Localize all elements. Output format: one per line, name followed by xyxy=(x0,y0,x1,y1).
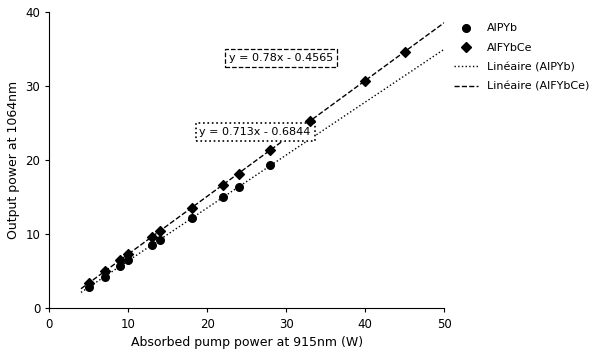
Text: y = 0.713x - 0.6844: y = 0.713x - 0.6844 xyxy=(199,127,311,137)
Point xyxy=(361,78,370,84)
Point xyxy=(219,194,228,200)
Point xyxy=(147,234,157,240)
Point xyxy=(155,237,165,242)
X-axis label: Absorbed pump power at 915nm (W): Absorbed pump power at 915nm (W) xyxy=(131,336,363,349)
Point xyxy=(147,242,157,247)
Point xyxy=(116,263,125,269)
Point xyxy=(266,147,275,153)
Point xyxy=(124,251,133,256)
Point xyxy=(187,215,196,221)
Text: y = 0.78x - 0.4565: y = 0.78x - 0.4565 xyxy=(229,53,333,63)
Point xyxy=(84,284,94,290)
Point xyxy=(124,257,133,263)
Legend: AlPYb, AlFYbCe, Linéaire (AlPYb), Linéaire (AlFYbCe): AlPYb, AlFYbCe, Linéaire (AlPYb), Linéai… xyxy=(454,23,589,92)
Point xyxy=(234,184,244,190)
Point xyxy=(100,268,109,274)
Point xyxy=(219,182,228,188)
Point xyxy=(116,257,125,262)
Point xyxy=(84,281,94,286)
Point xyxy=(266,163,275,168)
Point xyxy=(305,118,315,124)
Point xyxy=(155,228,165,234)
Y-axis label: Output power at 1064nm: Output power at 1064nm xyxy=(7,81,20,239)
Point xyxy=(400,49,410,55)
Point xyxy=(100,274,109,279)
Point xyxy=(234,171,244,177)
Point xyxy=(187,205,196,210)
